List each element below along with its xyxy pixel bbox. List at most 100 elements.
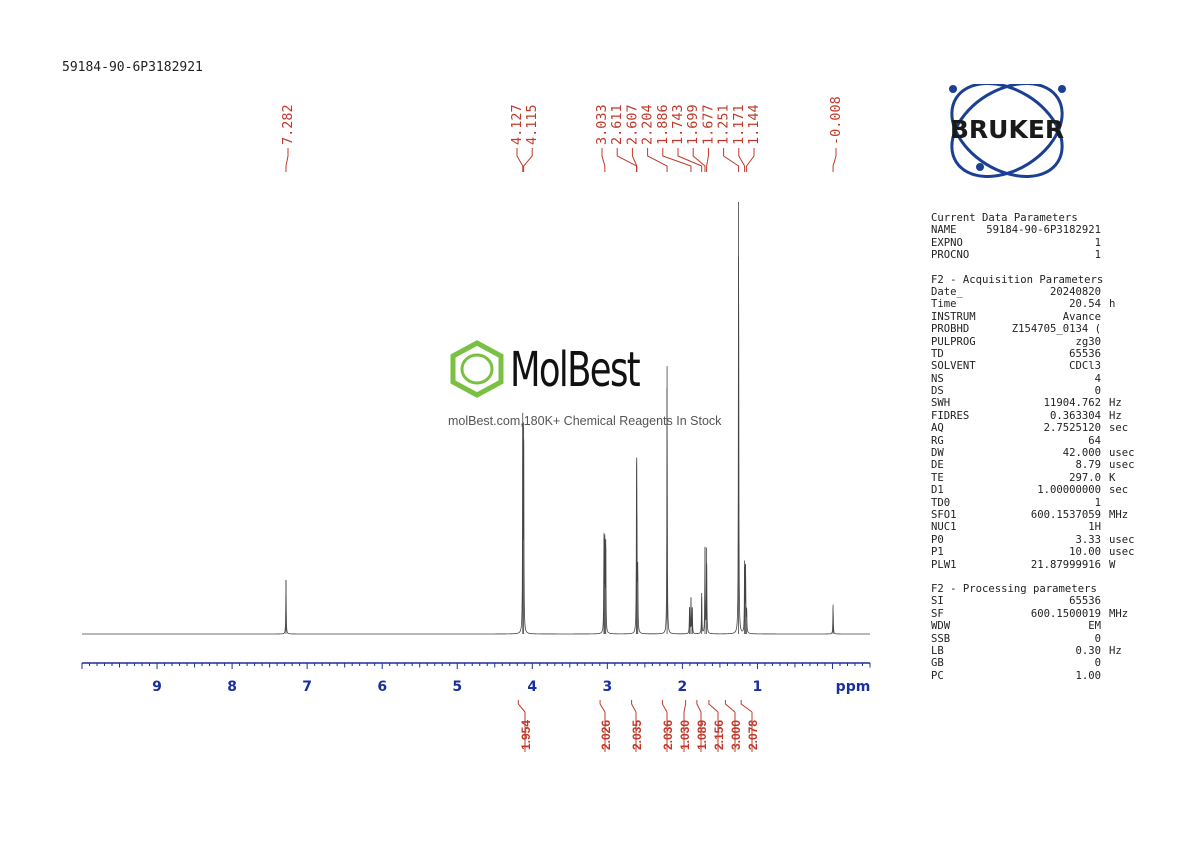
param-row: P0 3.33 usec bbox=[931, 534, 1171, 546]
peak-connector-8 bbox=[677, 148, 703, 172]
param-value: 21.87999916 bbox=[1030, 558, 1101, 571]
integral-bracket-4 bbox=[683, 700, 687, 713]
param-name: PROBHD bbox=[931, 323, 970, 336]
param-name: INSTRUM bbox=[931, 310, 976, 323]
integrals: 1.954 2.026 2.035 2.036 1.030 1.089 2.156 3.000… bbox=[517, 700, 760, 752]
peak-connector-13 bbox=[746, 148, 755, 172]
param-value: 20240820 bbox=[1049, 285, 1101, 298]
param-row: NAME 59184-90-6P3182921 bbox=[931, 224, 1171, 236]
param-row: SSB 0 bbox=[931, 633, 1171, 645]
param-value: 11904.762 bbox=[1043, 397, 1101, 410]
tick-label-6: 6 bbox=[377, 679, 387, 695]
param-row: RG 64 bbox=[931, 435, 1171, 447]
peak-label-0: 7.282 bbox=[280, 104, 296, 145]
param-row: SI 65536 bbox=[931, 595, 1171, 607]
param-name: SF bbox=[931, 607, 944, 620]
param-name: SOLVENT bbox=[931, 360, 976, 373]
tick-label-2: 2 bbox=[678, 679, 688, 695]
peak-connector-2 bbox=[523, 148, 533, 172]
param-name: P1 bbox=[931, 546, 944, 559]
peak-connector-1 bbox=[516, 148, 524, 172]
param-unit: usec bbox=[1109, 546, 1135, 559]
tick-label-1: 1 bbox=[753, 679, 763, 695]
integral-bracket-7 bbox=[724, 700, 736, 713]
param-value: 20.54 bbox=[1069, 298, 1101, 311]
param-unit: Hz bbox=[1109, 409, 1122, 422]
param-unit: usec bbox=[1109, 447, 1135, 460]
peak-label-3: 3.033 bbox=[594, 104, 610, 145]
peak-label-12: 1.171 bbox=[731, 104, 747, 145]
tick-label-9: 9 bbox=[152, 679, 162, 695]
param-value: 2.7525120 bbox=[1043, 422, 1101, 435]
param-row: PLW1 21.87999916 W bbox=[931, 559, 1171, 571]
peak-label-8: 1.743 bbox=[670, 104, 686, 145]
integral-label-8: 2.078 bbox=[746, 720, 760, 750]
x-axis: 9 8 7 6 5 4 3 2 1 ppm bbox=[81, 662, 871, 695]
param-name: Time bbox=[931, 298, 957, 311]
param-value: 1H bbox=[1088, 521, 1101, 534]
param-unit: K bbox=[1109, 471, 1116, 484]
param-row: SOLVENT CDCl3 bbox=[931, 360, 1171, 372]
param-value: 0.363304 bbox=[1049, 409, 1101, 422]
param-name: SSB bbox=[931, 632, 951, 645]
integral-bracket-3 bbox=[661, 700, 668, 713]
atom-logo-icon: BRUKER bbox=[949, 82, 1066, 178]
param-row: NUC1 1H bbox=[931, 521, 1171, 533]
param-section-1: F2 - Acquisition Parameters Date_ 20240820… bbox=[931, 274, 1171, 571]
param-value: 600.1537059 bbox=[1030, 508, 1101, 521]
param-row: INSTRUM Avance bbox=[931, 311, 1171, 323]
param-value: 600.1500019 bbox=[1030, 607, 1101, 620]
integral-label-0: 1.954 bbox=[519, 720, 533, 750]
peak-label-13: 1.144 bbox=[746, 104, 762, 145]
param-name: P0 bbox=[931, 533, 944, 546]
param-row: TD0 1 bbox=[931, 497, 1171, 509]
param-name: EXPNO bbox=[931, 236, 963, 249]
tick-label-5: 5 bbox=[452, 679, 462, 695]
integral-label-6: 2.156 bbox=[712, 720, 726, 750]
peak-label-14: -0.008 bbox=[828, 96, 844, 145]
param-name: SI bbox=[931, 595, 944, 608]
peak-connector-12 bbox=[738, 148, 746, 172]
spectrum-trace bbox=[82, 202, 870, 635]
molbest-slogan: molBest.com,180K+ Chemical Reagents In S… bbox=[448, 414, 722, 428]
spectrum-line bbox=[82, 256, 870, 635]
tick-label-7: 7 bbox=[302, 679, 312, 695]
param-value: 65536 bbox=[1069, 347, 1101, 360]
param-name: RG bbox=[931, 434, 944, 447]
param-unit: h bbox=[1109, 298, 1116, 311]
bruker-logo: BRUKER bbox=[920, 82, 1100, 188]
param-row: TE 297.0 K bbox=[931, 472, 1171, 484]
peak-connector-6 bbox=[647, 148, 668, 172]
param-name: PC bbox=[931, 669, 944, 682]
molbest-wordmark: MolBest bbox=[510, 342, 641, 398]
param-name: DS bbox=[931, 385, 944, 398]
peak-connector-5 bbox=[631, 148, 638, 172]
peak-connector-14 bbox=[832, 148, 837, 172]
param-section-title: Current Data Parameters bbox=[931, 212, 1078, 224]
param-value: 0 bbox=[1094, 657, 1101, 670]
param-row: DS 0 bbox=[931, 385, 1171, 397]
peak-label-1: 4.127 bbox=[509, 104, 525, 145]
param-value: 1 bbox=[1094, 249, 1101, 262]
bruker-wordmark: BRUKER bbox=[950, 115, 1064, 144]
acquisition-parameters-panel: Current Data Parameters NAME 59184-90-6P31… bbox=[931, 212, 1171, 694]
param-unit: Hz bbox=[1109, 397, 1122, 410]
tick-label-4: 4 bbox=[527, 679, 537, 695]
param-value: EM bbox=[1088, 620, 1101, 633]
integral-label-2: 2.035 bbox=[630, 720, 644, 750]
param-value: CDCl3 bbox=[1069, 360, 1101, 373]
param-row: AQ 2.7525120 sec bbox=[931, 422, 1171, 434]
integral-bracket-8 bbox=[740, 700, 753, 713]
param-name: TD bbox=[931, 347, 944, 360]
benzene-logo-icon bbox=[450, 340, 504, 398]
peak-label-10: 1.677 bbox=[700, 104, 716, 145]
integral-label-4: 1.030 bbox=[678, 720, 692, 750]
integral-label-5: 1.089 bbox=[695, 720, 709, 750]
peak-connector-9 bbox=[692, 148, 706, 172]
sample-title: 59184-90-6P3182921 bbox=[62, 60, 203, 75]
param-value: 1 bbox=[1094, 236, 1101, 249]
param-name: PULPROG bbox=[931, 335, 976, 348]
param-unit: MHz bbox=[1109, 607, 1129, 620]
param-name: D1 bbox=[931, 484, 944, 497]
integral-bracket-0 bbox=[517, 700, 526, 713]
